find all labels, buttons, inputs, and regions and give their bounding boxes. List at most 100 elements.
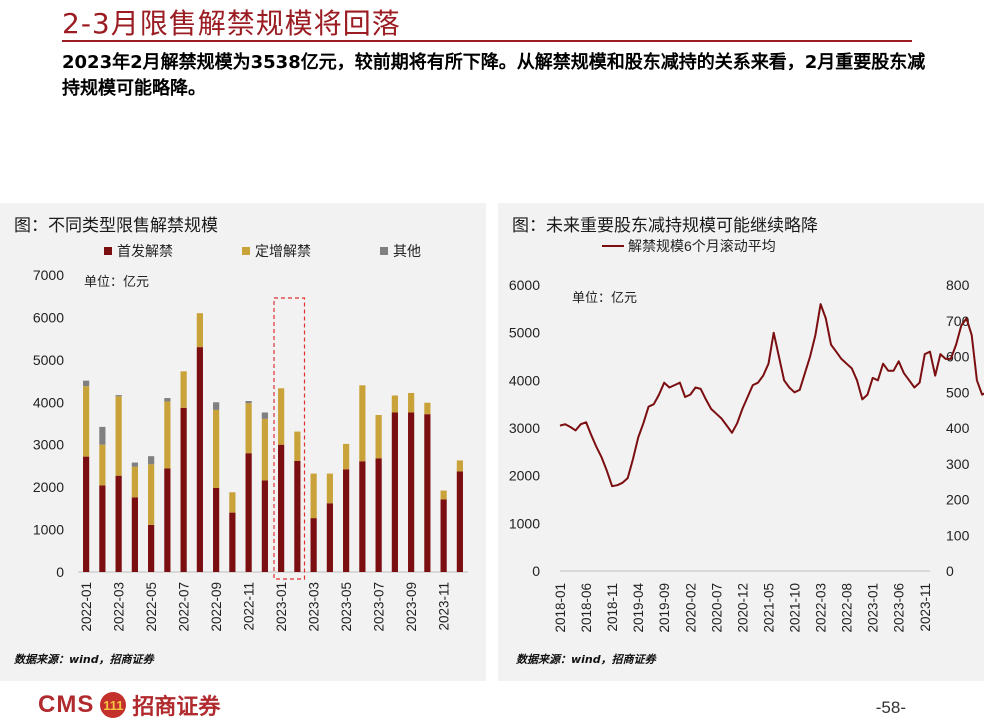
bar-segment [456, 460, 463, 472]
y-left-tick-label: 4000 [509, 372, 540, 388]
bar-segment [115, 475, 122, 572]
x-tick-label: 2022-03 [814, 583, 829, 633]
bar-segment [245, 403, 252, 454]
legend-label: 其他 [393, 243, 421, 259]
x-tick-label: 2022-08 [840, 583, 855, 633]
bar-segment [278, 388, 285, 445]
bar-segment [294, 460, 301, 572]
x-tick-label: 2023-11 [918, 583, 933, 632]
x-tick-label: 2022-07 [177, 582, 192, 632]
x-tick-label: 2021-10 [788, 583, 803, 633]
y-tick-label: 6000 [33, 309, 64, 325]
x-tick-label: 2022-09 [209, 582, 224, 632]
summary-text: 2023年2月解禁规模为3538亿元，较前期将有所下降。从解禁规模和股东减持的关… [62, 52, 926, 99]
bar-segment [359, 461, 366, 572]
bar-segment [456, 471, 463, 572]
right-chart-title: 图：未来重要股东减持规模可能继续略降 [512, 216, 818, 236]
unit-label: 单位：亿元 [84, 274, 149, 289]
highlight-box [273, 297, 306, 580]
left-chart-title: 图：不同类型限售解禁规模 [14, 216, 218, 236]
y-right-tick-label: 800 [946, 277, 970, 293]
bar-segment [131, 462, 138, 467]
logo-mark-icon: 111 [100, 692, 127, 718]
bar-segment [196, 313, 203, 348]
bar-segment [245, 453, 252, 572]
y-tick-label: 7000 [33, 267, 64, 283]
y-left-tick-label: 1000 [509, 515, 540, 531]
x-tick-label: 2023-11 [437, 582, 452, 631]
left-chart-source: 数据来源：wind，招商证券 [14, 653, 154, 666]
bar-segment [115, 395, 122, 397]
x-tick-label: 2019-09 [657, 583, 672, 633]
bar-segment [148, 456, 155, 465]
x-tick-label: 2023-01 [866, 583, 881, 633]
x-tick-label: 2022-01 [79, 582, 94, 632]
bar-segment [261, 418, 268, 481]
bar-segment [115, 396, 122, 476]
bar-segment [261, 480, 268, 572]
y-right-tick-label: 200 [946, 492, 970, 508]
bar-segment [245, 401, 252, 404]
bar-segment [131, 497, 138, 572]
x-tick-label: 2022-03 [112, 582, 127, 632]
x-tick-label: 2023-03 [307, 582, 322, 632]
bar-segment [440, 499, 447, 572]
y-left-tick-label: 6000 [509, 277, 540, 293]
legend-label: 首发解禁 [117, 243, 173, 259]
bar-segment [148, 464, 155, 525]
y-left-tick-label: 5000 [509, 325, 540, 341]
y-left-tick-label: 0 [532, 563, 540, 579]
bar-segment [213, 487, 220, 572]
bar-segment [424, 414, 431, 572]
y-right-tick-label: 0 [946, 563, 954, 579]
bar-segment [229, 512, 236, 572]
slide-title: 2-3月限售解禁规模将回落 [62, 7, 401, 40]
bar-segment [440, 490, 447, 500]
bar-segment [391, 395, 398, 413]
bar-segment [83, 456, 90, 572]
dual-axis-line-chart: 0 1000 2000 3000 4000 5000 6000 0 100 200 300 400 50… [509, 238, 984, 633]
y-tick-label: 5000 [33, 352, 64, 368]
bar-segment [375, 458, 382, 572]
stacked-bar-chart: 0 1000 2000 3000 4000 5000 6000 7000 单位：亿元 首发解禁 定增… [33, 243, 468, 632]
logo-latin-text: CMS [38, 691, 95, 718]
x-tick-label: 2020-07 [709, 583, 724, 633]
bar-segment [391, 412, 398, 572]
cms-logo: CMS 111 招商证券 [38, 690, 220, 720]
bar-segment [213, 409, 220, 488]
legend-swatch [104, 247, 112, 255]
bar-segment [424, 402, 431, 415]
x-tick-label: 2023-01 [274, 582, 289, 632]
x-tick-label: 2020-02 [683, 583, 698, 633]
bar-segment [229, 492, 236, 513]
x-tick-label: 2018-11 [605, 583, 620, 632]
bar-segment [164, 401, 171, 469]
y-right-tick-label: 500 [946, 384, 970, 400]
legend-swatch [242, 247, 250, 255]
bar-segment [326, 473, 333, 504]
y-tick-label: 0 [56, 564, 64, 580]
bar-segment [99, 485, 106, 572]
x-tick-label: 2023-05 [339, 582, 354, 632]
x-tick-label: 2023-07 [372, 582, 387, 632]
bar-segment [261, 412, 268, 419]
left-chart-panel: 图：不同类型限售解禁规模 0 1000 2000 3000 4000 5000 6000 70… [0, 203, 486, 681]
y-left-tick-label: 2000 [509, 468, 540, 484]
y-right-tick-label: 700 [946, 313, 970, 329]
x-tick-label: 2022-05 [144, 582, 159, 632]
x-tick-label: 2023-09 [404, 582, 419, 632]
bar-segment [180, 371, 187, 408]
y-tick-label: 1000 [33, 522, 64, 538]
bar-segment [408, 392, 415, 413]
x-tick-label: 2021-05 [761, 583, 776, 633]
y-tick-label: 4000 [33, 394, 64, 410]
x-tick-label: 2018-06 [579, 583, 594, 633]
bar-segment [326, 503, 333, 572]
y-tick-label: 3000 [33, 437, 64, 453]
x-tick-label: 2018-01 [553, 583, 568, 633]
bar-segment [343, 469, 350, 572]
bar-segment [310, 473, 317, 519]
bar-segment [99, 444, 106, 486]
bar-segment [180, 407, 187, 572]
right-chart-source: 数据来源：wind，招商证券 [516, 653, 656, 666]
